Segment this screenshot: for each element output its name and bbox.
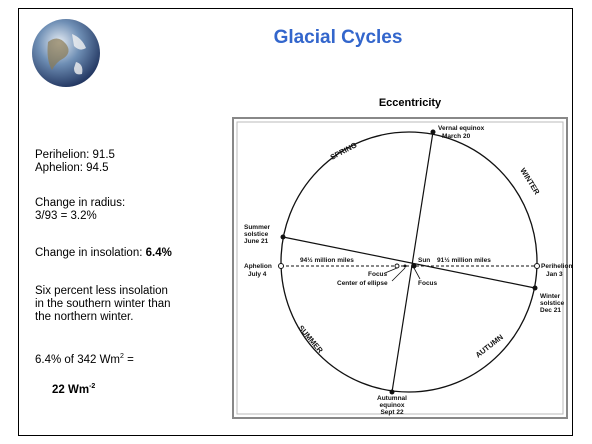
label: March 20 xyxy=(442,133,471,140)
label: Winter xyxy=(540,293,561,300)
label: Summer xyxy=(244,224,270,231)
orbit-point xyxy=(431,130,436,135)
label: Dec 21 xyxy=(540,307,561,314)
label: Focus xyxy=(418,280,438,287)
orbit-point xyxy=(281,235,286,240)
orbit-point xyxy=(535,264,540,269)
label: equinox xyxy=(380,402,405,409)
orbit-diagram: Vernal equinox March 20 Autumnal equinox… xyxy=(0,0,592,444)
label: Focus xyxy=(368,271,388,278)
sun xyxy=(412,264,417,269)
label: Sept 22 xyxy=(380,409,404,416)
label: June 21 xyxy=(244,238,269,245)
label: Perihelion xyxy=(541,263,572,270)
label: Autumnal xyxy=(377,395,407,402)
focus xyxy=(395,264,399,268)
label: Jan 3 xyxy=(546,271,563,278)
orbit-point xyxy=(533,286,538,291)
label: solstice xyxy=(540,300,565,307)
label: July 4 xyxy=(248,271,267,278)
label: Center of ellipse xyxy=(337,280,388,287)
label: Sun xyxy=(418,257,430,264)
center xyxy=(404,265,407,268)
label: solstice xyxy=(244,231,269,238)
label: Aphelion xyxy=(244,263,272,270)
slide: Glacial Cycles Perihelion: 91.5 Aphelion… xyxy=(0,0,592,444)
label: Vernal equinox xyxy=(438,125,485,132)
orbit-point xyxy=(279,264,284,269)
label: 94½ million miles xyxy=(300,256,354,264)
label: 91½ million miles xyxy=(437,256,491,264)
orbit-point xyxy=(390,390,395,395)
